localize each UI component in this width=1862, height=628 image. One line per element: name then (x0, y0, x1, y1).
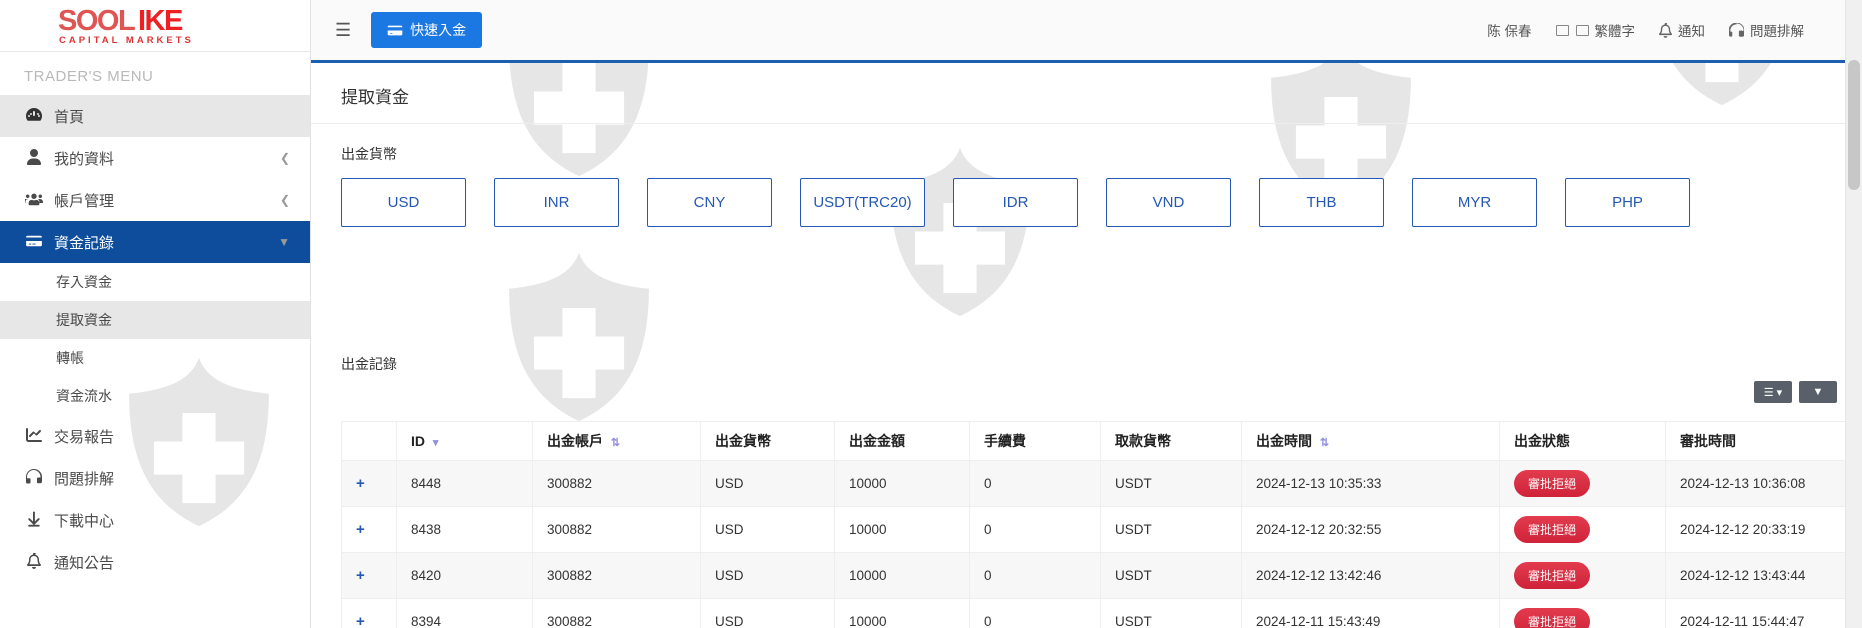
svg-text:SOOL: SOOL (58, 6, 135, 37)
svg-text:IKE: IKE (138, 6, 183, 37)
svg-text:CAPITAL MARKETS: CAPITAL MARKETS (59, 35, 194, 46)
